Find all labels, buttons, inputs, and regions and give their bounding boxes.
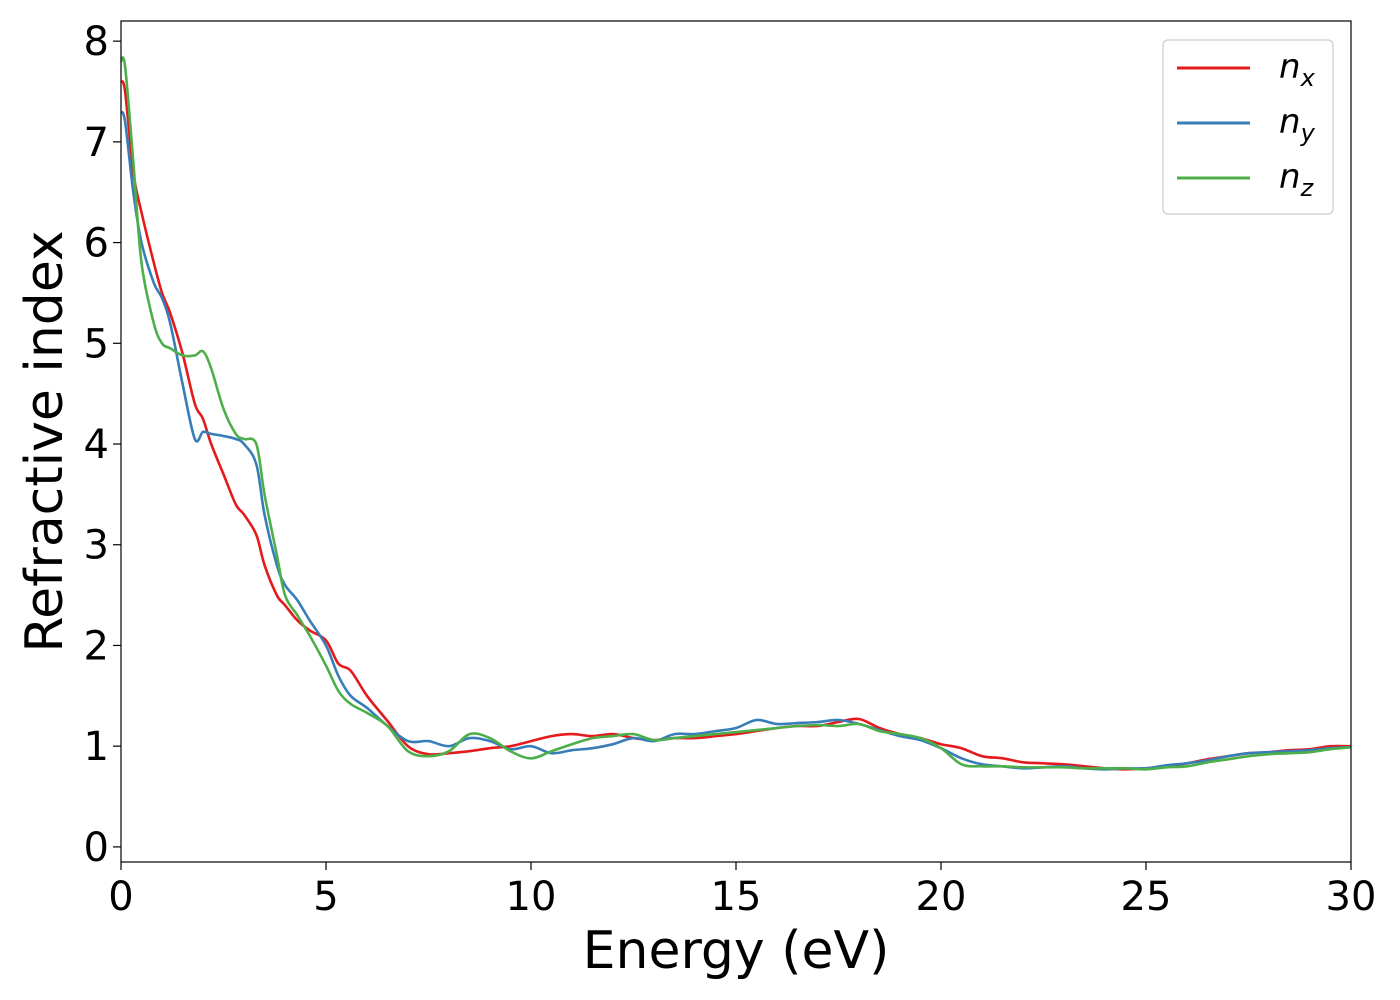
x-tick-label: 0 [108, 874, 133, 920]
legend-label-ny: ny [1279, 102, 1316, 147]
y-tick-label: 6 [84, 221, 109, 267]
series-line-nz [121, 56, 1351, 771]
series-layer [121, 56, 1351, 771]
y-tick-label: 4 [84, 422, 109, 468]
x-tick-label: 30 [1326, 874, 1377, 920]
legend: nx ny nz [1162, 39, 1334, 215]
y-tick-label: 3 [84, 523, 109, 569]
y-tick-label: 2 [84, 623, 109, 669]
y-axis: 0 1 2 3 4 5 6 7 8 [84, 19, 121, 871]
legend-label-nx: nx [1279, 47, 1316, 92]
y-tick-label: 5 [84, 321, 109, 367]
x-axis: 0 5 10 15 20 25 30 [108, 862, 1376, 920]
y-tick-label: 7 [84, 120, 109, 166]
x-tick-label: 20 [916, 874, 967, 920]
x-tick-label: 15 [711, 874, 762, 920]
y-tick-label: 8 [84, 19, 109, 65]
y-axis-title: Refractive index [15, 230, 75, 652]
legend-label-nz: nz [1279, 157, 1315, 202]
x-tick-label: 5 [313, 874, 338, 920]
y-tick-label: 1 [84, 724, 109, 770]
legend-box [1162, 39, 1334, 215]
x-axis-title: Energy (eV) [583, 921, 890, 981]
x-tick-label: 10 [506, 874, 557, 920]
x-tick-label: 25 [1121, 874, 1172, 920]
y-tick-label: 0 [84, 825, 109, 871]
